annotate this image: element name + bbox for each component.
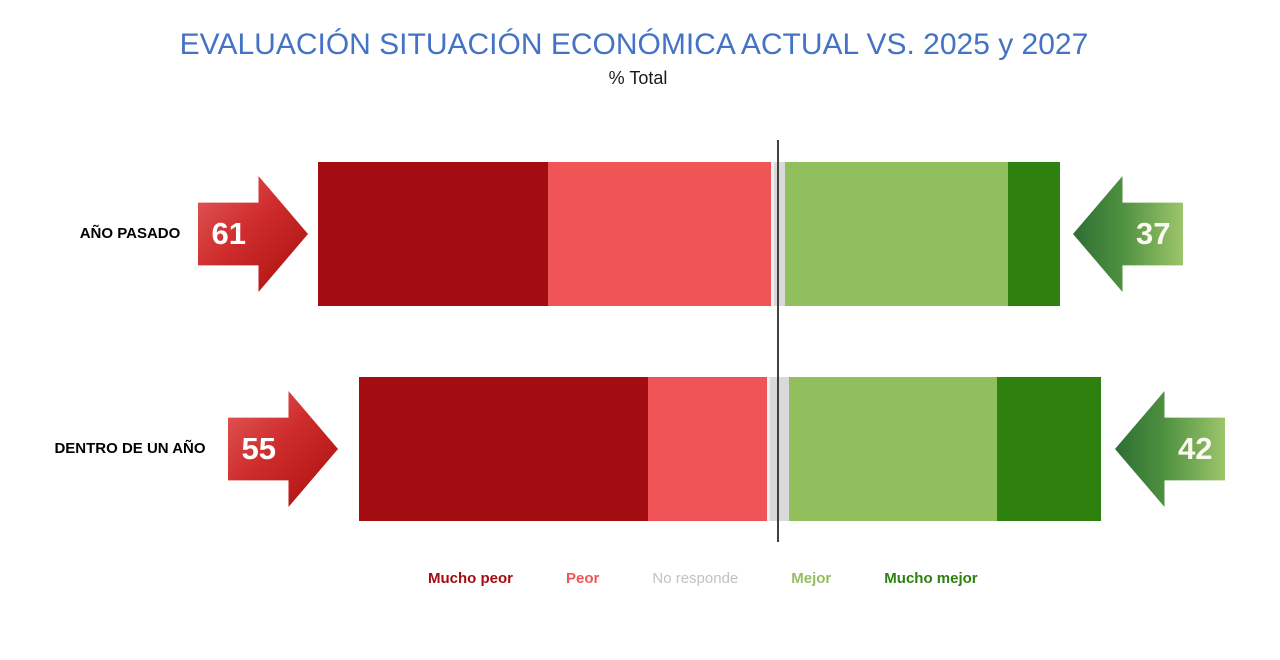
row-label-año-pasado: AÑO PASADO bbox=[79, 225, 181, 242]
legend-item-mejor: Mejor bbox=[791, 570, 832, 587]
bar-segment-peor bbox=[648, 377, 768, 521]
bar-segment-mejor bbox=[785, 162, 1009, 306]
chart-legend: Mucho peor Peor No responde Mejor Mucho mejo… bbox=[428, 570, 978, 587]
chart-subtitle: % Total bbox=[608, 68, 668, 88]
worse-total-value: 61 bbox=[211, 215, 247, 251]
row-label-dentro-de-un-año: DENTRO DE UN AÑO bbox=[54, 440, 206, 457]
better-total-value: 37 bbox=[1136, 215, 1171, 251]
center-divider-line bbox=[777, 140, 779, 542]
legend-item-mucho-peor: Mucho peor bbox=[428, 570, 513, 587]
legend-item-mucho-mejor: Mucho mejor bbox=[884, 570, 978, 587]
bar-segment-mucho-peor bbox=[359, 377, 649, 521]
chart-title: EVALUACIÓN SITUACIÓN ECONÓMICA ACTUAL VS… bbox=[179, 28, 1089, 61]
better-total-arrow: 37 bbox=[1073, 176, 1183, 292]
legend-item-peor: Peor bbox=[566, 570, 600, 587]
better-total-value: 42 bbox=[1178, 430, 1213, 466]
better-total-arrow: 42 bbox=[1115, 391, 1225, 507]
bar-segment-mucho-peor bbox=[318, 162, 549, 306]
bar-segment-mejor bbox=[789, 377, 998, 521]
legend-item-no-responde: No responde bbox=[652, 570, 739, 587]
bar-segment-peor bbox=[548, 162, 771, 306]
bar-segment-mucho-mejor bbox=[997, 377, 1101, 521]
worse-total-value: 55 bbox=[241, 430, 277, 466]
bar-segment-mucho-mejor bbox=[1008, 162, 1060, 306]
